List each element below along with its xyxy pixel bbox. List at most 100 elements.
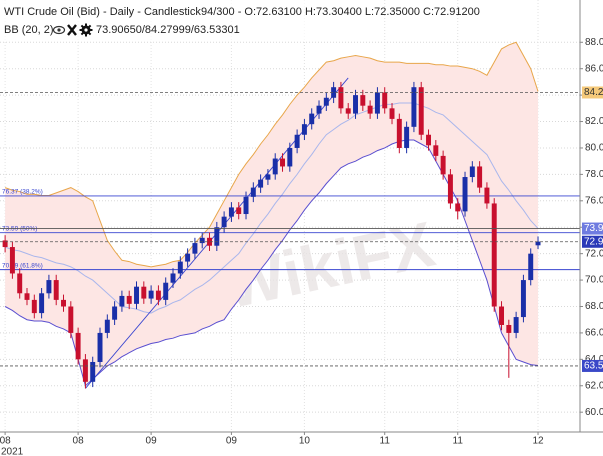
candle-body bbox=[462, 177, 468, 212]
candle-body bbox=[207, 237, 212, 246]
y-tick-label: 72.00 bbox=[585, 248, 603, 259]
candle-body bbox=[338, 87, 344, 109]
candle-body bbox=[374, 92, 380, 114]
candle-body bbox=[53, 280, 59, 300]
settings-icon[interactable] bbox=[79, 23, 93, 37]
bollinger-middle bbox=[4, 102, 539, 314]
y-tick-label: 80.00 bbox=[585, 143, 603, 154]
price-marker-label: 84.2 bbox=[584, 87, 603, 98]
x-tick-label: 11 bbox=[380, 436, 391, 447]
x-tick-label: 11 bbox=[453, 436, 464, 447]
candle-body bbox=[491, 203, 497, 307]
candle-body bbox=[46, 280, 52, 294]
x-tick-label: 12 bbox=[532, 436, 544, 447]
y-tick-label: 62.00 bbox=[585, 380, 603, 391]
indicator-icons bbox=[52, 23, 93, 37]
candle-body bbox=[396, 118, 402, 148]
price-marker-box bbox=[582, 359, 603, 372]
candle-body bbox=[185, 253, 191, 262]
candle-body bbox=[221, 216, 227, 228]
fib-level-label: 70.79 (61.8%) bbox=[2, 262, 43, 269]
y-tick-label: 66.00 bbox=[585, 328, 603, 339]
candle-body bbox=[192, 243, 198, 254]
candle-body bbox=[360, 95, 366, 106]
candle-body bbox=[382, 92, 388, 109]
x-tick-label: 08 bbox=[0, 436, 11, 447]
candle-body bbox=[90, 361, 96, 382]
price-marker-label: 63.5 bbox=[584, 361, 603, 372]
candle-body bbox=[323, 97, 329, 106]
candle-body bbox=[228, 207, 234, 217]
candle-body bbox=[155, 290, 161, 300]
candle-body bbox=[294, 134, 300, 148]
candle-body bbox=[243, 196, 249, 215]
indicator-name: BB (20, 2) bbox=[4, 24, 54, 36]
candle-body bbox=[389, 108, 395, 119]
candle-body bbox=[104, 319, 110, 333]
candle-body bbox=[134, 286, 139, 304]
candle-body bbox=[177, 261, 183, 274]
remove-icon[interactable] bbox=[67, 24, 77, 36]
y-tick-label: 88.00 bbox=[585, 37, 603, 48]
candle-body bbox=[61, 299, 66, 307]
candle-body bbox=[82, 359, 88, 382]
candle-body bbox=[97, 332, 103, 362]
candle-body bbox=[24, 293, 30, 300]
y-tick-label: 68.00 bbox=[585, 301, 603, 312]
candle-body bbox=[39, 293, 45, 314]
candle-body bbox=[499, 306, 505, 325]
candle-body bbox=[418, 87, 424, 135]
chart-title: WTI Crude Oil (Bid) - Daily - Candlestic… bbox=[4, 6, 201, 18]
candle-body bbox=[126, 295, 132, 304]
candle-body bbox=[455, 203, 461, 212]
candle-body bbox=[68, 306, 74, 333]
candle-body bbox=[141, 286, 147, 299]
candle-body bbox=[433, 145, 439, 156]
bollinger-upper bbox=[4, 41, 539, 268]
candle-body bbox=[535, 241, 541, 246]
x-tick-label: 09 bbox=[146, 436, 158, 447]
candle-body bbox=[301, 124, 307, 135]
eye-icon[interactable] bbox=[52, 25, 66, 35]
candle-body bbox=[75, 332, 81, 360]
x-year-label: 2021 bbox=[1, 447, 24, 456]
candle-body bbox=[2, 240, 8, 248]
y-tick-label: 70.00 bbox=[585, 275, 603, 286]
candle-body bbox=[528, 253, 534, 281]
candle-body bbox=[214, 227, 220, 246]
candle-body bbox=[404, 126, 410, 148]
y-tick-label: 60.00 bbox=[585, 407, 603, 418]
candle-body bbox=[513, 317, 519, 333]
candle-body bbox=[170, 273, 176, 283]
candle-body bbox=[367, 105, 373, 114]
candle-body bbox=[469, 166, 475, 178]
candle-body bbox=[17, 273, 23, 294]
x-tick-label: 08 bbox=[73, 436, 85, 447]
candle-body bbox=[287, 147, 293, 167]
candle-body bbox=[31, 299, 37, 314]
y-tick-label: 76.00 bbox=[585, 195, 603, 206]
candle-body bbox=[331, 87, 337, 98]
candle-body bbox=[484, 187, 490, 204]
candle-body bbox=[199, 237, 205, 244]
candle-body bbox=[309, 113, 315, 125]
candle-body bbox=[316, 105, 322, 114]
quote: 94/300 - O:72.63100 H:73.30400 L:72.3500… bbox=[201, 6, 480, 18]
y-tick-label: 82.00 bbox=[585, 116, 603, 127]
candle-body bbox=[265, 174, 271, 180]
price-marker-label: 73.9 bbox=[584, 223, 603, 234]
y-tick-label: 78.00 bbox=[585, 169, 603, 180]
y-tick-label: 64.00 bbox=[585, 354, 603, 365]
candle-body bbox=[506, 324, 512, 333]
fib-level-label: 76.37 (38.2%) bbox=[2, 189, 43, 196]
price-marker-box bbox=[582, 86, 603, 99]
overlay-layer bbox=[0, 92, 580, 367]
candle-body bbox=[163, 282, 169, 300]
price-marker-label: 72.9 bbox=[584, 236, 603, 247]
candle-body bbox=[280, 158, 285, 167]
x-tick-label: 09 bbox=[226, 436, 238, 447]
candle-body bbox=[236, 207, 242, 215]
candle-body bbox=[250, 187, 256, 197]
